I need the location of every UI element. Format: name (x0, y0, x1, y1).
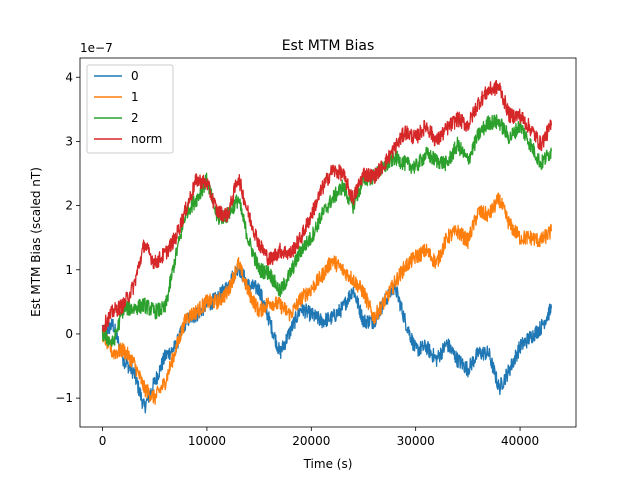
y-tick-label: 4 (65, 70, 73, 84)
x-tick-label: 10000 (188, 434, 226, 448)
legend-box (86, 64, 174, 154)
series-line-1 (101, 192, 553, 405)
legend-label-0: 0 (131, 69, 139, 83)
y-tick-label: −1 (55, 391, 73, 405)
legend: 0 1 2 norm (86, 64, 174, 154)
x-tick-label: 40000 (501, 434, 539, 448)
y-tick-label: 0 (65, 327, 73, 341)
x-tick-label: 20000 (292, 434, 330, 448)
plot-frame (79, 57, 577, 428)
y-tick-label: 3 (65, 134, 73, 148)
legend-label-1: 1 (131, 90, 139, 104)
chart-title: Est MTM Bias (282, 38, 375, 54)
y-axis-label: Est MTM Bias (scaled nT) (29, 167, 43, 317)
x-tick-label: 0 (99, 434, 107, 448)
series-layer (101, 80, 553, 414)
legend-label-2: 2 (131, 111, 139, 125)
x-tick-label: 30000 (397, 434, 435, 448)
series-line-norm (101, 80, 553, 333)
y-tick-label: 1 (65, 263, 73, 277)
x-axis-label: Time (s) (303, 457, 353, 471)
series-line-0 (101, 263, 553, 414)
tick-layer: 0 10000 20000 30000 40000 −1 0 1 2 3 4 (55, 70, 539, 448)
y-scale-label: 1e−7 (80, 41, 113, 55)
y-tick-label: 2 (65, 199, 73, 213)
legend-label-3: norm (131, 132, 162, 146)
series-line-2 (101, 114, 553, 347)
